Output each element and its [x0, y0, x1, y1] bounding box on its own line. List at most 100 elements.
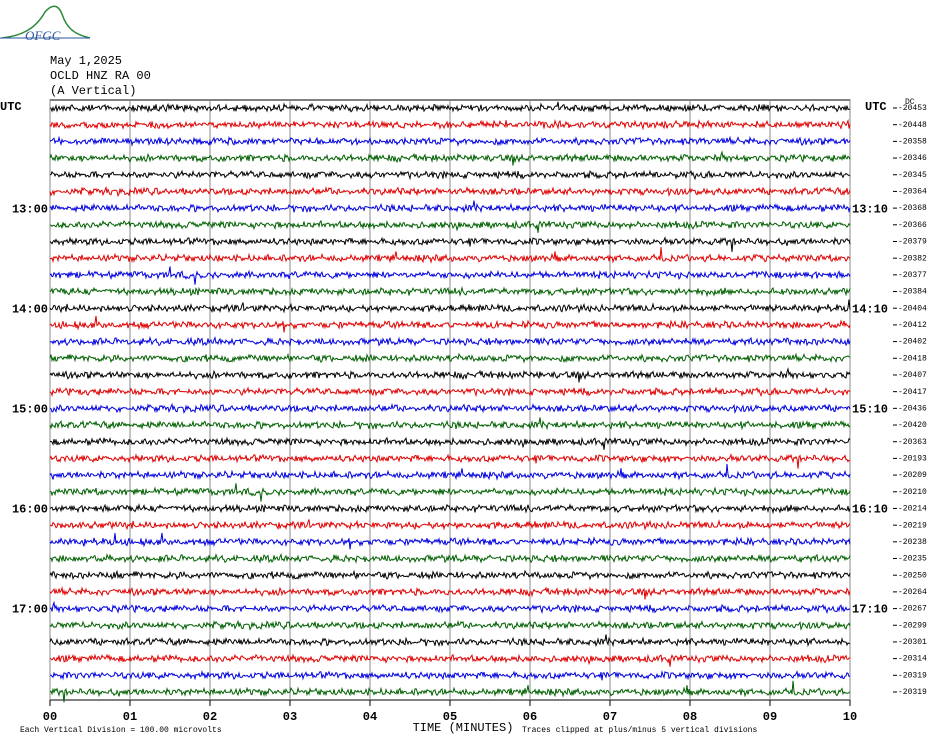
offset-label: -20402: [898, 338, 927, 347]
right-time-label: 15:10: [852, 403, 888, 417]
left-time-label: 15:00: [12, 403, 48, 417]
left-time-label: 17:00: [12, 603, 48, 617]
logo: OFGC: [25, 28, 61, 43]
trace: [49, 417, 851, 431]
offset-label: -20366: [898, 221, 927, 230]
offset-label: -20267: [898, 605, 927, 614]
trace: [49, 386, 851, 398]
trace: [49, 532, 851, 550]
offset-label: -20193: [898, 455, 927, 464]
trace: [49, 600, 851, 615]
offset-label: -20384: [898, 288, 927, 297]
trace: [49, 352, 851, 364]
trace: [49, 569, 851, 581]
offset-label: -20418: [898, 354, 927, 363]
offset-label: -20417: [898, 388, 927, 397]
x-tick-label: 00: [43, 710, 57, 724]
offset-label: -20345: [898, 171, 927, 180]
offset-label: -20238: [898, 538, 927, 547]
x-tick-label: 01: [123, 710, 137, 724]
offset-label: -20210: [898, 488, 927, 497]
right-time-label: UTC: [865, 100, 887, 114]
x-tick-label: 05: [443, 710, 457, 724]
offset-label: -20412: [898, 321, 927, 330]
left-time-label: 16:00: [12, 503, 48, 517]
trace: [49, 586, 851, 600]
trace: [49, 200, 851, 214]
left-time-label: 14:00: [12, 302, 48, 316]
offset-label: -20358: [898, 137, 927, 146]
offset-label: -20453: [898, 104, 927, 113]
trace: [49, 169, 851, 181]
x-tick-label: 02: [203, 710, 217, 724]
trace: [49, 236, 851, 252]
trace: [49, 285, 851, 298]
offset-label: -20368: [898, 204, 927, 213]
offset-label: -20235: [898, 555, 927, 564]
offset-label: -20363: [898, 438, 927, 447]
trace: [49, 266, 851, 285]
offset-label: -20250: [898, 571, 927, 580]
offset-label: -20377: [898, 271, 927, 280]
trace: [49, 653, 851, 667]
date: May 1,2025: [50, 54, 122, 68]
offset-label: -20407: [898, 371, 927, 380]
trace: [49, 315, 851, 333]
trace: [49, 634, 851, 648]
offset-label: -20319: [898, 671, 927, 680]
trace: [49, 118, 851, 131]
offset-label: -20299: [898, 621, 927, 630]
right-time-label: 14:10: [852, 302, 888, 316]
trace: [49, 336, 851, 347]
offset-label: -20301: [898, 638, 927, 647]
station: OCLD HNZ RA 00: [50, 69, 151, 83]
x-tick-label: 04: [363, 710, 377, 724]
right-time-label: 13:10: [852, 202, 888, 216]
trace: [49, 150, 851, 166]
offset-label: -20219: [898, 521, 927, 530]
offset-label: -20448: [898, 121, 927, 130]
clip-note: Traces clipped at plus/minus 5 vertical …: [522, 726, 757, 735]
x-tick-label: 03: [283, 710, 297, 724]
offset-label: -20346: [898, 154, 927, 163]
trace: [49, 299, 851, 314]
trace: [49, 101, 850, 114]
trace: [49, 552, 851, 564]
trace: [49, 219, 851, 233]
trace: [49, 402, 851, 415]
trace: [49, 619, 851, 631]
trace: [49, 519, 851, 531]
offset-label: -20382: [898, 254, 927, 263]
trace: [49, 246, 851, 264]
trace: [49, 135, 851, 147]
x-axis-label: TIME (MINUTES): [413, 721, 514, 735]
x-tick-label: 10: [843, 710, 857, 724]
offset-label: -20379: [898, 238, 927, 247]
trace: [50, 670, 851, 681]
trace: [49, 453, 851, 469]
offset-label: -20364: [898, 188, 927, 197]
x-tick-label: 06: [523, 710, 537, 724]
x-tick-label: 09: [763, 710, 777, 724]
trace: [49, 436, 851, 450]
offset-label: -20319: [898, 688, 927, 697]
trace: [49, 483, 851, 502]
trace: [49, 463, 851, 481]
offset-label: -20214: [898, 505, 927, 514]
trace: [49, 367, 851, 383]
right-time-label: 17:10: [852, 603, 888, 617]
offset-label: -20264: [898, 588, 927, 597]
logo-wave: [1, 5, 91, 39]
offset-label: -20404: [898, 304, 927, 313]
x-tick-label: 08: [683, 710, 697, 724]
scale-note: Each Vertical Division = 100.00 microvol…: [20, 726, 222, 735]
offset-label: -20209: [898, 471, 927, 480]
right-time-label: 16:10: [852, 503, 888, 517]
dc-label: DC: [905, 98, 915, 107]
x-tick-label: 07: [603, 710, 617, 724]
offset-label: -20314: [898, 655, 927, 664]
trace: [49, 185, 851, 197]
left-time-label: UTC: [0, 100, 22, 114]
component: (A Vertical): [50, 84, 136, 98]
